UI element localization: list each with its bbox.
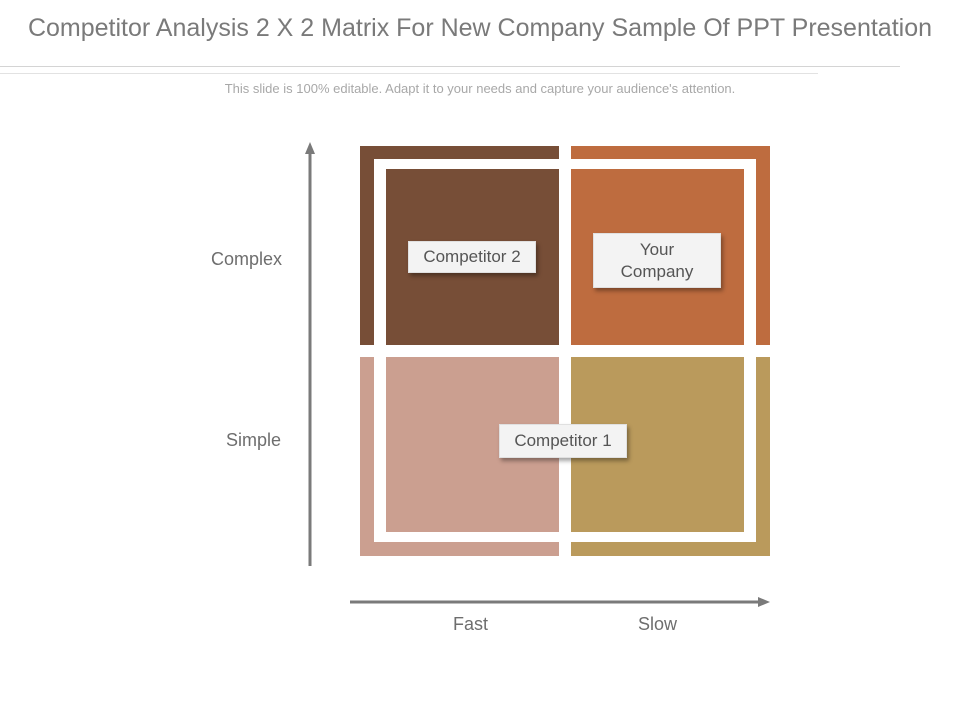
title-divider-secondary bbox=[0, 73, 818, 74]
competitor-1-tag: Competitor 1 bbox=[499, 424, 627, 458]
matrix bbox=[360, 146, 770, 556]
your-company-line2: Company bbox=[620, 261, 694, 281]
y-axis-label-simple: Simple bbox=[226, 430, 282, 450]
y-axis-label-complex: Complex bbox=[211, 249, 283, 269]
frame-top-line bbox=[374, 159, 756, 169]
frame-bottom-line bbox=[374, 532, 756, 542]
competitor-2-tag: Competitor 2 bbox=[408, 241, 536, 273]
x-axis-arrow bbox=[350, 597, 770, 607]
your-company-tag: Your Company bbox=[593, 233, 721, 288]
title-divider bbox=[0, 66, 900, 67]
frame-left-line bbox=[374, 159, 386, 542]
x-axis-label-slow: Slow bbox=[638, 614, 678, 634]
x-axis-label-fast: Fast bbox=[453, 614, 489, 634]
slide-subtitle: This slide is 100% editable. Adapt it to… bbox=[224, 81, 736, 96]
slide-title: Competitor Analysis 2 X 2 Matrix For New… bbox=[27, 14, 933, 42]
frame-right-line bbox=[744, 159, 756, 542]
y-axis-arrow bbox=[305, 142, 315, 566]
your-company-line1: Your bbox=[639, 239, 675, 259]
